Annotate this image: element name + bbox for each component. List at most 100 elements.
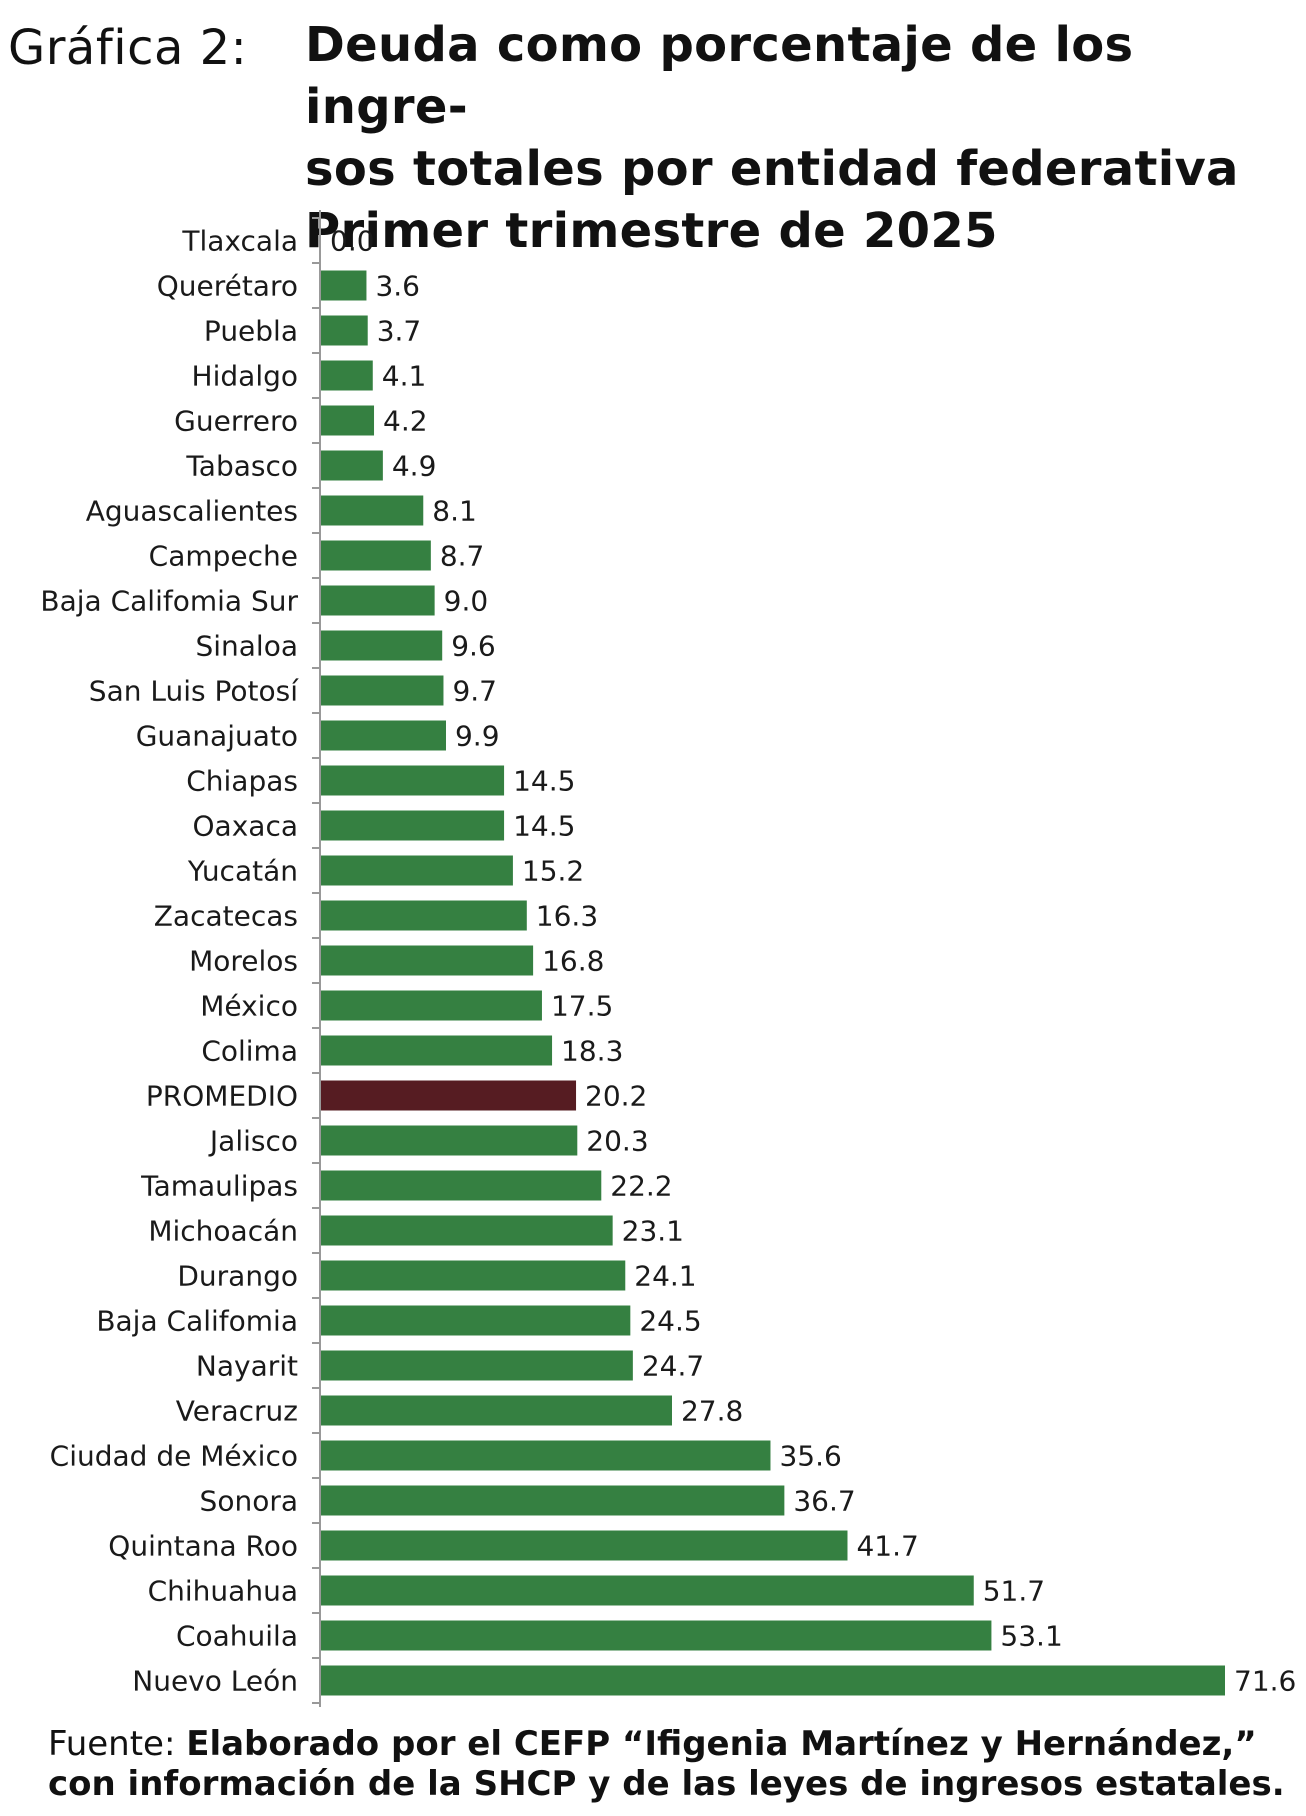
value-label: 20.2 [585,1080,647,1113]
value-label: 16.3 [536,900,598,933]
bar [321,1125,578,1156]
category-label: San Luis Potosí [89,675,299,708]
bar [321,945,534,976]
category-label: Hidalgo [192,360,298,393]
bar [321,900,527,931]
category-label: Campeche [149,540,298,573]
value-label: 24.7 [642,1350,704,1383]
bar [321,1305,631,1336]
value-label: 9.0 [444,585,489,618]
category-label: Quintana Roo [108,1530,298,1563]
bar [321,1440,771,1471]
value-label: 8.7 [440,540,485,573]
value-label: 8.1 [432,495,477,528]
category-label: México [200,990,298,1023]
figure-label: Gráfica 2: [8,20,248,76]
bar [321,1215,613,1246]
category-label: Colima [201,1035,298,1068]
bar [321,360,373,391]
category-label: Durango [177,1260,298,1293]
category-label: Yucatán [187,855,298,888]
bar [321,1665,1225,1696]
chart-title-line-2: sos totales por entidad federativa [305,141,1239,197]
value-label: 9.9 [455,720,500,753]
category-label: Oaxaca [193,810,298,843]
value-label: 23.1 [622,1215,684,1248]
value-label: 18.3 [561,1035,623,1068]
value-label: 20.3 [586,1125,648,1158]
value-label: 9.7 [452,675,497,708]
bar [321,450,383,481]
value-label: 24.1 [634,1260,696,1293]
value-label: 17.5 [551,990,613,1023]
category-label: Tlaxcala [181,225,298,258]
category-label: Chihuahua [148,1575,298,1608]
source-note: Fuente: Elaborado por el CEFP “Ifigenia … [48,1724,1298,1804]
bar-chart: Tlaxcala 0.0 Querétaro 3.6 Puebla 3.7 Hidalgo 4… [40,210,1296,1707]
bar [321,630,443,661]
value-label: 24.5 [639,1305,701,1338]
category-label: Puebla [204,315,298,348]
bar [321,315,368,346]
bar [321,1620,992,1651]
bar [321,405,375,436]
value-label: 4.2 [383,405,428,438]
category-label: Tamaulipas [140,1170,298,1203]
value-label: 14.5 [513,765,575,798]
bar [321,585,435,616]
value-label: 53.1 [1000,1620,1062,1653]
bar [321,990,542,1021]
bar [321,675,444,706]
bar [321,1260,626,1291]
value-label: 4.9 [392,450,437,483]
category-label: Sonora [200,1485,298,1518]
bar [321,1170,602,1201]
value-label: 71.6 [1234,1665,1296,1698]
chart-title-line-1: Deuda como porcentaje de los ingre- [305,17,1134,135]
value-label: 16.8 [542,945,604,978]
category-label: Jalisco [208,1125,298,1158]
category-label: Baja Califomia Sur [40,585,298,618]
bar [321,1035,553,1066]
bar [321,855,513,886]
chart-title: Deuda como porcentaje de los ingre- sos … [305,14,1295,262]
category-label: PROMEDIO [146,1080,298,1113]
category-label: Baja Califomia [96,1305,298,1338]
category-label: Nuevo León [132,1665,298,1698]
value-label: 36.7 [793,1485,855,1518]
bar [321,765,505,796]
bar [321,1575,974,1606]
category-label: Veracruz [176,1395,298,1428]
bar [321,495,424,526]
category-label: Chiapas [186,765,298,798]
value-label: 14.5 [513,810,575,843]
value-label: 4.1 [382,360,427,393]
value-label: 0.0 [330,225,375,258]
source-line-1: Elaborado por el CEFP “Ifigenia Martínez… [186,1724,1257,1764]
value-label: 15.2 [522,855,584,888]
category-label: Nayarit [196,1350,298,1383]
value-label: 22.2 [610,1170,672,1203]
value-label: 51.7 [983,1575,1045,1608]
category-label: Morelos [189,945,298,978]
chart-title-line-3: Primer trimestre de 2025 [305,203,998,259]
category-label: Zacatecas [154,900,298,933]
value-label: 27.8 [681,1395,743,1428]
bar [321,1350,633,1381]
source-line-2: con información de la SHCP y de las leye… [48,1764,1285,1804]
bar [321,1485,785,1516]
value-label: 35.6 [779,1440,841,1473]
category-label: Querétaro [157,270,298,303]
bar [321,720,446,751]
bar [321,270,367,301]
category-label: Aguascalientes [86,495,298,528]
bar [321,1395,672,1426]
category-label: Michoacán [148,1215,298,1248]
value-label: 41.7 [856,1530,918,1563]
bar [321,540,431,571]
category-label: Sinaloa [195,630,298,663]
value-label: 9.6 [451,630,496,663]
value-label: 3.7 [377,315,422,348]
category-label: Tabasco [185,450,298,483]
category-label: Coahuila [176,1620,298,1653]
